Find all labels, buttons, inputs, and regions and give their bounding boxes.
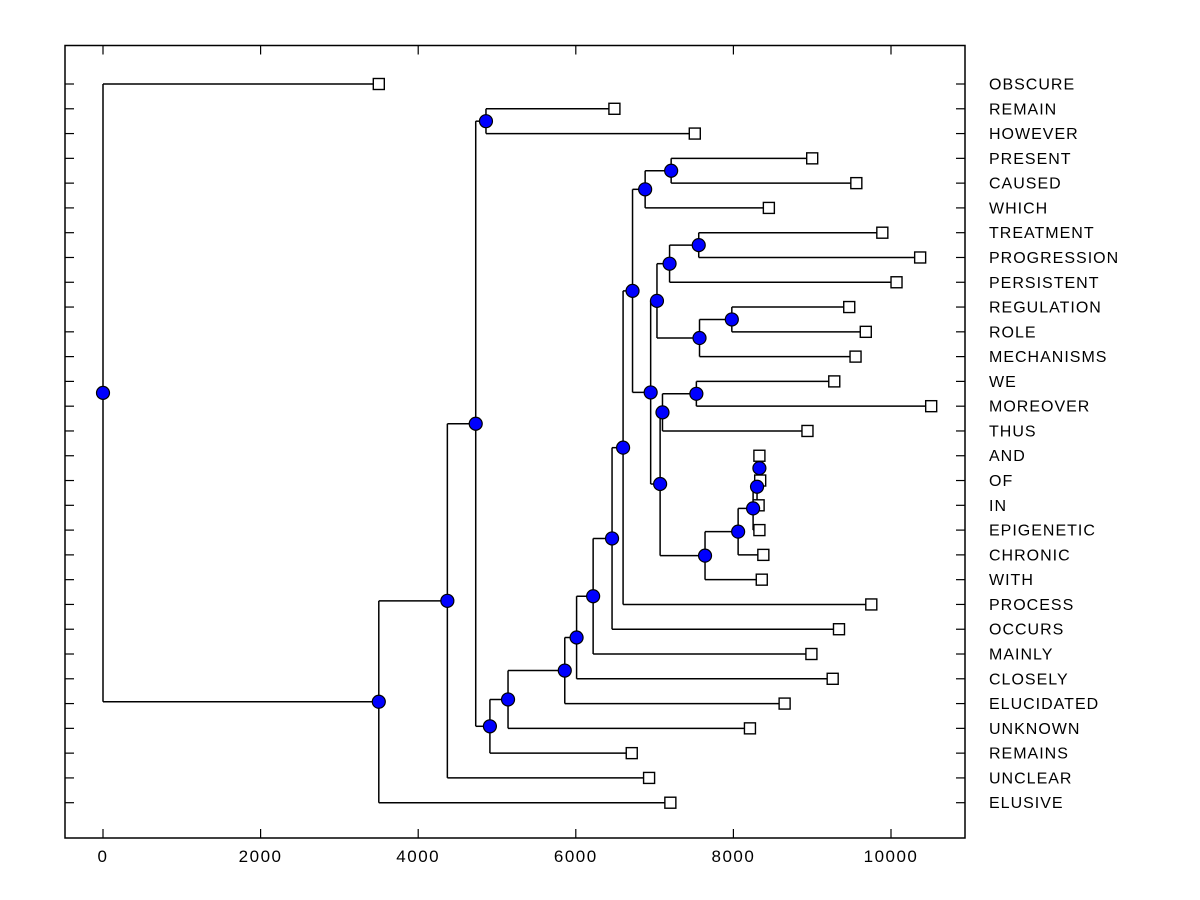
internal-node-marker bbox=[557, 663, 572, 678]
leaf-marker bbox=[778, 697, 791, 710]
leaf-label: THUS bbox=[989, 423, 1037, 440]
leaf-marker bbox=[801, 424, 814, 438]
leaf-marker bbox=[743, 722, 757, 735]
leaf-label: TREATMENT bbox=[989, 225, 1095, 242]
leaf-label: WITH bbox=[989, 572, 1034, 589]
internal-node-marker bbox=[655, 405, 670, 420]
leaf-label: EPIGENETIC bbox=[989, 523, 1096, 540]
internal-node-marker bbox=[662, 256, 677, 271]
leaf-label: AND bbox=[989, 448, 1026, 465]
leaf-marker bbox=[865, 598, 878, 611]
internal-node-marker bbox=[649, 293, 665, 308]
x-tick-label: 8000 bbox=[711, 847, 755, 866]
internal-node-marker bbox=[468, 416, 483, 431]
leaf-marker bbox=[924, 399, 938, 413]
leaf-label: IN bbox=[989, 498, 1007, 515]
internal-node-marker bbox=[615, 440, 631, 455]
leaf-label: HOWEVER bbox=[989, 126, 1079, 143]
leaf-label: UNCLEAR bbox=[989, 770, 1072, 787]
leaf-marker bbox=[755, 573, 768, 586]
leaf-marker bbox=[849, 350, 862, 363]
x-tick-label: 10000 bbox=[864, 847, 919, 866]
internal-node-marker bbox=[638, 182, 653, 197]
internal-node-marker bbox=[482, 719, 498, 734]
internal-node-marker bbox=[569, 630, 584, 645]
leaf-label: ELUSIVE bbox=[989, 795, 1064, 812]
leaf-marker bbox=[757, 548, 770, 562]
leaf-label: CAUSED bbox=[989, 176, 1062, 193]
leaf-label: REMAINS bbox=[989, 746, 1069, 763]
leaf-marker bbox=[890, 276, 903, 289]
leaf-marker bbox=[828, 375, 841, 388]
internal-node-marker bbox=[371, 694, 386, 709]
leaf-marker bbox=[608, 102, 621, 115]
internal-node-marker bbox=[653, 476, 668, 492]
internal-node-marker bbox=[95, 385, 111, 400]
leaf-marker bbox=[859, 325, 872, 339]
internal-node-marker bbox=[752, 461, 767, 476]
internal-node-marker bbox=[604, 531, 620, 546]
leaf-marker bbox=[664, 796, 677, 809]
leaf-label: CHRONIC bbox=[989, 547, 1071, 564]
leaf-label: PRESENT bbox=[989, 151, 1072, 168]
leaf-marker bbox=[843, 300, 856, 314]
internal-node-marker bbox=[625, 283, 640, 298]
internal-node-marker bbox=[692, 330, 707, 346]
leaf-label: OF bbox=[989, 473, 1013, 490]
leaf-marker bbox=[688, 127, 701, 140]
internal-node-marker bbox=[724, 312, 739, 327]
internal-node-marker bbox=[586, 589, 601, 604]
leaf-marker bbox=[642, 771, 656, 785]
leaf-label: OBSCURE bbox=[989, 77, 1075, 94]
x-tick-label: 6000 bbox=[554, 847, 598, 866]
x-tick-label: 4000 bbox=[396, 847, 440, 866]
leaf-marker bbox=[753, 523, 766, 537]
leaf-label: ELUCIDATED bbox=[989, 696, 1099, 713]
internal-node-marker bbox=[745, 501, 761, 516]
internal-node-marker bbox=[749, 479, 765, 494]
leaf-label: UNKNOWN bbox=[989, 721, 1080, 738]
leaf-label: MOREOVER bbox=[989, 399, 1090, 416]
plot-box bbox=[64, 44, 966, 839]
internal-node-marker bbox=[731, 524, 746, 539]
leaf-label: PROGRESSION bbox=[989, 250, 1119, 267]
leaf-marker bbox=[806, 152, 819, 165]
internal-node-marker bbox=[478, 114, 494, 129]
leaf-label: PROCESS bbox=[989, 597, 1074, 614]
internal-node-marker bbox=[697, 548, 713, 563]
internal-node-marker bbox=[689, 386, 704, 401]
leaf-marker bbox=[826, 672, 839, 685]
leaf-label: ROLE bbox=[989, 324, 1037, 341]
internal-node-marker bbox=[664, 163, 679, 178]
leaf-label: MECHANISMS bbox=[989, 349, 1107, 366]
leaf-marker bbox=[372, 77, 385, 91]
leaf-label: REMAIN bbox=[989, 101, 1057, 118]
leaf-marker bbox=[876, 226, 889, 239]
leaf-label: PERSISTENT bbox=[989, 275, 1099, 292]
leaf-label: REGULATION bbox=[989, 300, 1102, 317]
x-tick-label: 2000 bbox=[239, 847, 283, 866]
internal-node-marker bbox=[643, 385, 658, 400]
leaf-marker bbox=[753, 449, 766, 462]
x-tick-label: 0 bbox=[98, 847, 109, 866]
leaf-marker bbox=[913, 251, 927, 264]
leaf-marker bbox=[832, 623, 846, 636]
leaf-label: OCCURS bbox=[989, 622, 1064, 639]
leaf-label: WHICH bbox=[989, 200, 1048, 217]
leaf-label: MAINLY bbox=[989, 647, 1053, 664]
leaf-marker bbox=[625, 746, 638, 760]
leaf-marker bbox=[805, 647, 818, 661]
internal-node-marker bbox=[691, 237, 706, 253]
leaf-marker bbox=[762, 201, 776, 215]
leaf-marker bbox=[850, 176, 863, 190]
internal-node-marker bbox=[500, 692, 516, 707]
leaf-label: CLOSELY bbox=[989, 671, 1069, 688]
internal-node-marker bbox=[440, 593, 455, 608]
leaf-label: WE bbox=[989, 374, 1017, 391]
